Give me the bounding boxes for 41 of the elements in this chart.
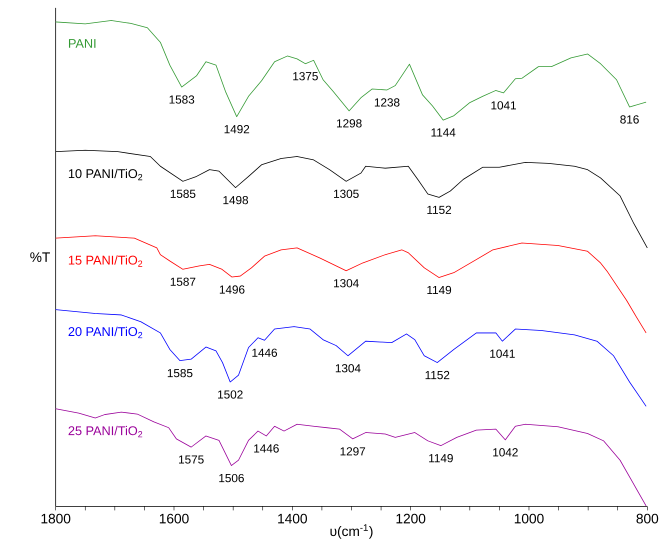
annotation: 1304 <box>334 279 359 288</box>
annotation: 1042 <box>493 448 518 457</box>
annotation: 1575 <box>179 456 204 464</box>
annotation: 1492 <box>224 125 250 134</box>
annotation: 1498 <box>223 196 248 204</box>
annotation: 1298 <box>336 119 362 128</box>
annotation: 1041 <box>491 101 516 110</box>
x-axis-title: υ(cm$^{-1}$) <box>330 524 373 539</box>
annotation: 1305 <box>334 190 359 198</box>
annotation: 1446 <box>252 348 278 357</box>
annotation: 1144 <box>431 128 456 137</box>
annotation: 1375 <box>293 72 318 80</box>
x-tick-label: 1000 <box>514 514 544 524</box>
annotation: 1304 <box>336 364 361 373</box>
annotation: 1149 <box>427 286 452 294</box>
annotation: 1585 <box>168 369 192 378</box>
series-label: 20 PANI/TiO$_{2}$ <box>68 326 142 338</box>
y-axis-title: %T <box>30 252 50 262</box>
x-tick-label: 800 <box>636 514 658 524</box>
annotation: 1587 <box>170 278 196 286</box>
x-tick-label: 1600 <box>160 514 189 524</box>
series-label: 10 PANI/TiO$_{2}$ <box>68 168 142 180</box>
x-tick-label: 1400 <box>278 514 307 524</box>
annotation: 1506 <box>219 474 244 482</box>
annotation: 1446 <box>254 444 279 453</box>
annotation: 1041 <box>490 350 515 358</box>
annotation: 1583 <box>170 96 194 104</box>
annotation: 1297 <box>340 447 366 456</box>
annotation: 816 <box>620 115 639 124</box>
annotation: 1238 <box>374 98 400 107</box>
annotation: 1152 <box>426 371 450 380</box>
annotation: 1152 <box>427 206 452 214</box>
annotation: 1149 <box>429 454 453 462</box>
annotation: 1585 <box>170 190 196 198</box>
x-tick-label: 1200 <box>396 514 426 524</box>
x-tick-label: 1800 <box>42 514 70 524</box>
series-label: 25 PANI/TiO$_{2}$ <box>68 426 142 438</box>
series-label: PANI <box>68 39 96 48</box>
series-label: 15 PANI/TiO$_{2}$ <box>68 255 142 267</box>
annotation: 1502 <box>218 390 243 399</box>
annotation: 1496 <box>220 286 244 294</box>
